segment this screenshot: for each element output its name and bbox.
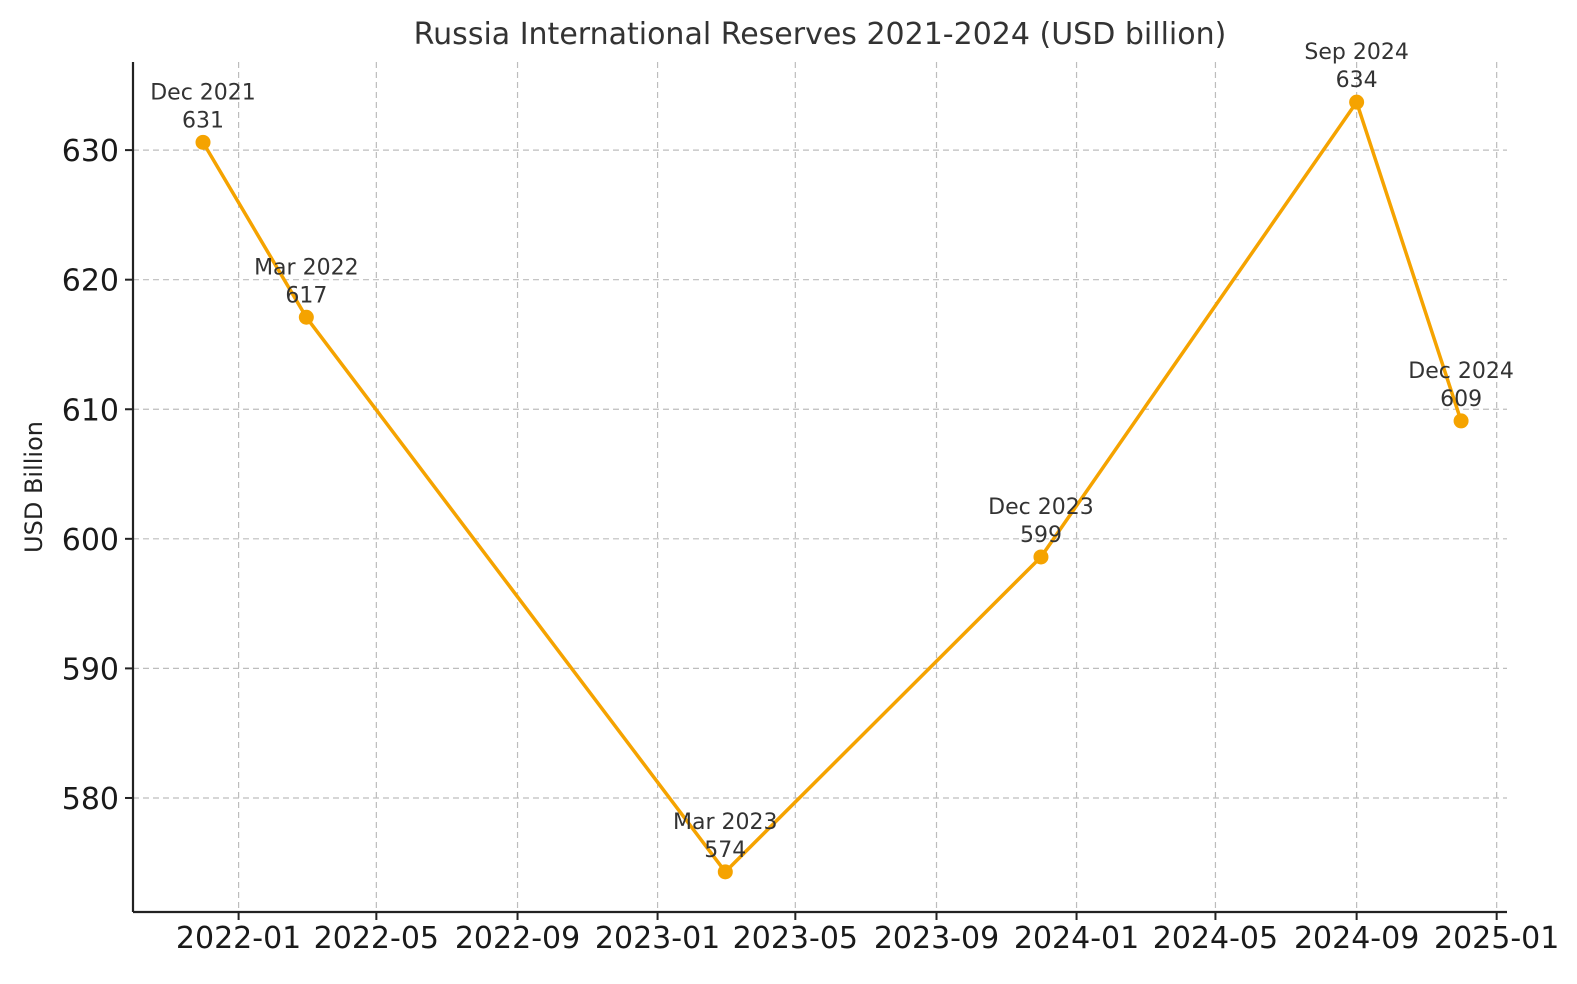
data-point <box>1453 413 1469 429</box>
data-label-date: Dec 2024 <box>1408 359 1514 384</box>
data-label-value: 631 <box>182 108 224 133</box>
data-label-date: Mar 2023 <box>673 810 778 835</box>
x-tick-label: 2023-01 <box>595 921 720 956</box>
data-point <box>298 309 314 325</box>
y-tick-label: 620 <box>62 264 119 299</box>
y-tick-label: 600 <box>62 523 119 558</box>
x-tick-label: 2023-09 <box>874 921 999 956</box>
data-label-date: Mar 2022 <box>254 255 359 280</box>
data-label-value: 634 <box>1336 68 1378 93</box>
data-point <box>1033 549 1049 565</box>
x-tick-label: 2022-09 <box>455 921 580 956</box>
axes <box>125 62 1507 920</box>
data-label-value: 617 <box>285 283 327 308</box>
x-tick-label: 2025-01 <box>1434 921 1559 956</box>
chart-title: Russia International Reserves 2021-2024 … <box>414 17 1227 52</box>
data-label-value: 574 <box>704 838 746 863</box>
y-tick-label: 580 <box>62 782 119 817</box>
x-tick-label: 2024-09 <box>1294 921 1419 956</box>
data-point <box>1349 94 1365 110</box>
data-point <box>195 134 211 150</box>
tick-labels: 580 590 600 610 620 630 2022-01 2022-05 2022-09 2… <box>62 134 1560 956</box>
x-tick-label: 2024-05 <box>1153 921 1278 956</box>
data-label-date: Sep 2024 <box>1304 40 1408 65</box>
data-labels: Dec 2021 631 Mar 2022 617 Mar 2023 574 Dec 202… <box>150 40 1514 863</box>
series-line <box>201 100 1463 874</box>
data-label-value: 609 <box>1440 387 1482 412</box>
y-tick-label: 630 <box>62 134 119 169</box>
data-label-date: Dec 2023 <box>988 495 1094 520</box>
grid <box>133 62 1507 912</box>
x-tick-label: 2023-05 <box>733 921 858 956</box>
series <box>195 94 1469 880</box>
data-point <box>717 864 733 880</box>
x-tick-label: 2022-01 <box>176 921 301 956</box>
x-tick-label: 2022-05 <box>314 921 439 956</box>
y-tick-label: 590 <box>62 652 119 687</box>
y-axis-label: USD Billion <box>20 421 48 553</box>
y-tick-label: 610 <box>62 393 119 428</box>
x-tick-label: 2024-01 <box>1014 921 1139 956</box>
data-label-value: 599 <box>1020 523 1062 548</box>
data-label-date: Dec 2021 <box>150 80 256 105</box>
